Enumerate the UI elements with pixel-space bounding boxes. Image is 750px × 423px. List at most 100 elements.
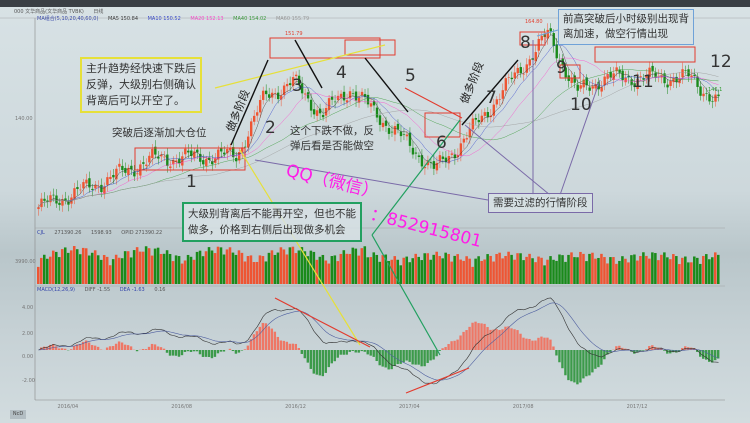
volume-bar <box>192 259 196 284</box>
volume-bar <box>624 258 627 284</box>
candle-body <box>447 156 451 164</box>
macd-bar <box>144 349 148 350</box>
volume-bar <box>381 255 385 284</box>
macd-bar <box>339 350 342 355</box>
candle-body <box>151 148 154 159</box>
macd-bar <box>402 350 405 363</box>
volume-bar <box>225 249 229 284</box>
volume-bar <box>708 259 711 284</box>
volume-bar <box>66 252 70 284</box>
volume-bar <box>588 253 591 284</box>
volume-bar <box>558 254 561 284</box>
volume-bar <box>705 254 708 284</box>
macd-bar <box>540 336 543 350</box>
volume-bar <box>204 251 208 284</box>
volume-bar <box>597 257 600 284</box>
volume-bar <box>447 254 450 284</box>
macd-bar <box>162 348 166 350</box>
ma-line-5 <box>38 34 719 208</box>
macd-bar <box>534 340 537 350</box>
volume-bar <box>627 262 630 284</box>
volume-bar <box>171 261 175 284</box>
volume-bar <box>684 256 687 284</box>
volume-bar <box>651 252 654 284</box>
macd-bar <box>414 350 417 365</box>
macd-bar <box>633 350 636 354</box>
volume-bar <box>663 252 666 284</box>
period-selector[interactable]: 日线 <box>93 9 104 15</box>
volume-bar <box>159 254 163 284</box>
annotation-line: 弹后看是否能做空 <box>290 140 374 152</box>
volume-bar <box>531 258 534 284</box>
macd-indicator-name[interactable]: MACD(12,26,9) <box>37 287 75 293</box>
candle-body <box>238 152 241 161</box>
x-tick-label: 2017/08 <box>512 404 534 410</box>
yellow-pointer-line <box>214 44 386 89</box>
volume-bar <box>234 254 238 284</box>
volume-bar <box>501 258 504 284</box>
candle-body <box>459 143 463 156</box>
candle-body <box>217 149 220 160</box>
volume-bar <box>276 252 280 284</box>
macd-bar <box>213 350 217 357</box>
candle-body <box>528 59 531 66</box>
macd-bar <box>474 321 477 350</box>
ncd-button[interactable]: NcD <box>10 410 26 419</box>
volume-bar <box>432 254 435 284</box>
macd-bar <box>117 341 121 350</box>
volume-bar <box>240 252 244 284</box>
divergence-line <box>405 367 470 394</box>
candle-body <box>555 44 558 59</box>
macd-bar <box>465 330 468 350</box>
candle-body <box>202 160 205 165</box>
macd-bar <box>111 346 115 350</box>
volume-bar <box>519 253 522 284</box>
volume-bar <box>126 251 130 284</box>
macd-bar <box>72 345 76 350</box>
candle-body <box>327 98 331 110</box>
candle-body <box>603 76 606 86</box>
candle-body <box>546 29 549 39</box>
macd-histogram <box>39 321 720 385</box>
volume-bar <box>576 257 579 284</box>
macd-bar <box>141 348 145 350</box>
volume-bar <box>510 254 513 284</box>
candle-body <box>246 136 250 148</box>
candle-body <box>61 199 64 206</box>
macd-bar <box>198 350 202 355</box>
volume-indicator-name[interactable]: CJL <box>37 230 45 236</box>
volume-bar <box>441 258 444 284</box>
annotation-line: 主升趋势经快速下跌后 <box>86 62 196 75</box>
volume-bar <box>303 251 307 284</box>
candle-body <box>717 94 720 97</box>
macd-bar <box>576 350 579 385</box>
macd-bar <box>558 350 561 363</box>
divergence-line <box>274 297 371 348</box>
candle-body <box>324 108 328 116</box>
candle-body <box>453 154 457 159</box>
volume-bar <box>546 259 549 284</box>
candle-body <box>267 94 271 98</box>
annotation-purple-box: 需要过滤的行情阶段 <box>488 193 593 213</box>
macd-bar <box>546 337 549 350</box>
volume-bar <box>528 253 531 284</box>
macd-bar <box>441 348 444 350</box>
candle-body <box>187 150 190 153</box>
candle-body <box>438 155 442 162</box>
macd-bar <box>417 350 420 365</box>
macd-bar <box>426 350 429 363</box>
ma-legend-item[interactable]: MA组合(5,10,20,40,60,0) <box>37 16 99 22</box>
candle-body <box>522 73 525 75</box>
volume-bar <box>261 256 265 284</box>
volume-bar <box>495 253 498 284</box>
trend-arrow <box>364 57 409 113</box>
macd-bar <box>81 341 85 350</box>
volume-bar <box>213 253 217 284</box>
candle-body <box>588 87 591 91</box>
volume-bar <box>267 252 271 284</box>
candle-body <box>127 167 130 175</box>
volume-bar <box>315 259 319 284</box>
volume-bar <box>39 257 43 284</box>
volume-tick: 3990.00 <box>15 259 36 265</box>
